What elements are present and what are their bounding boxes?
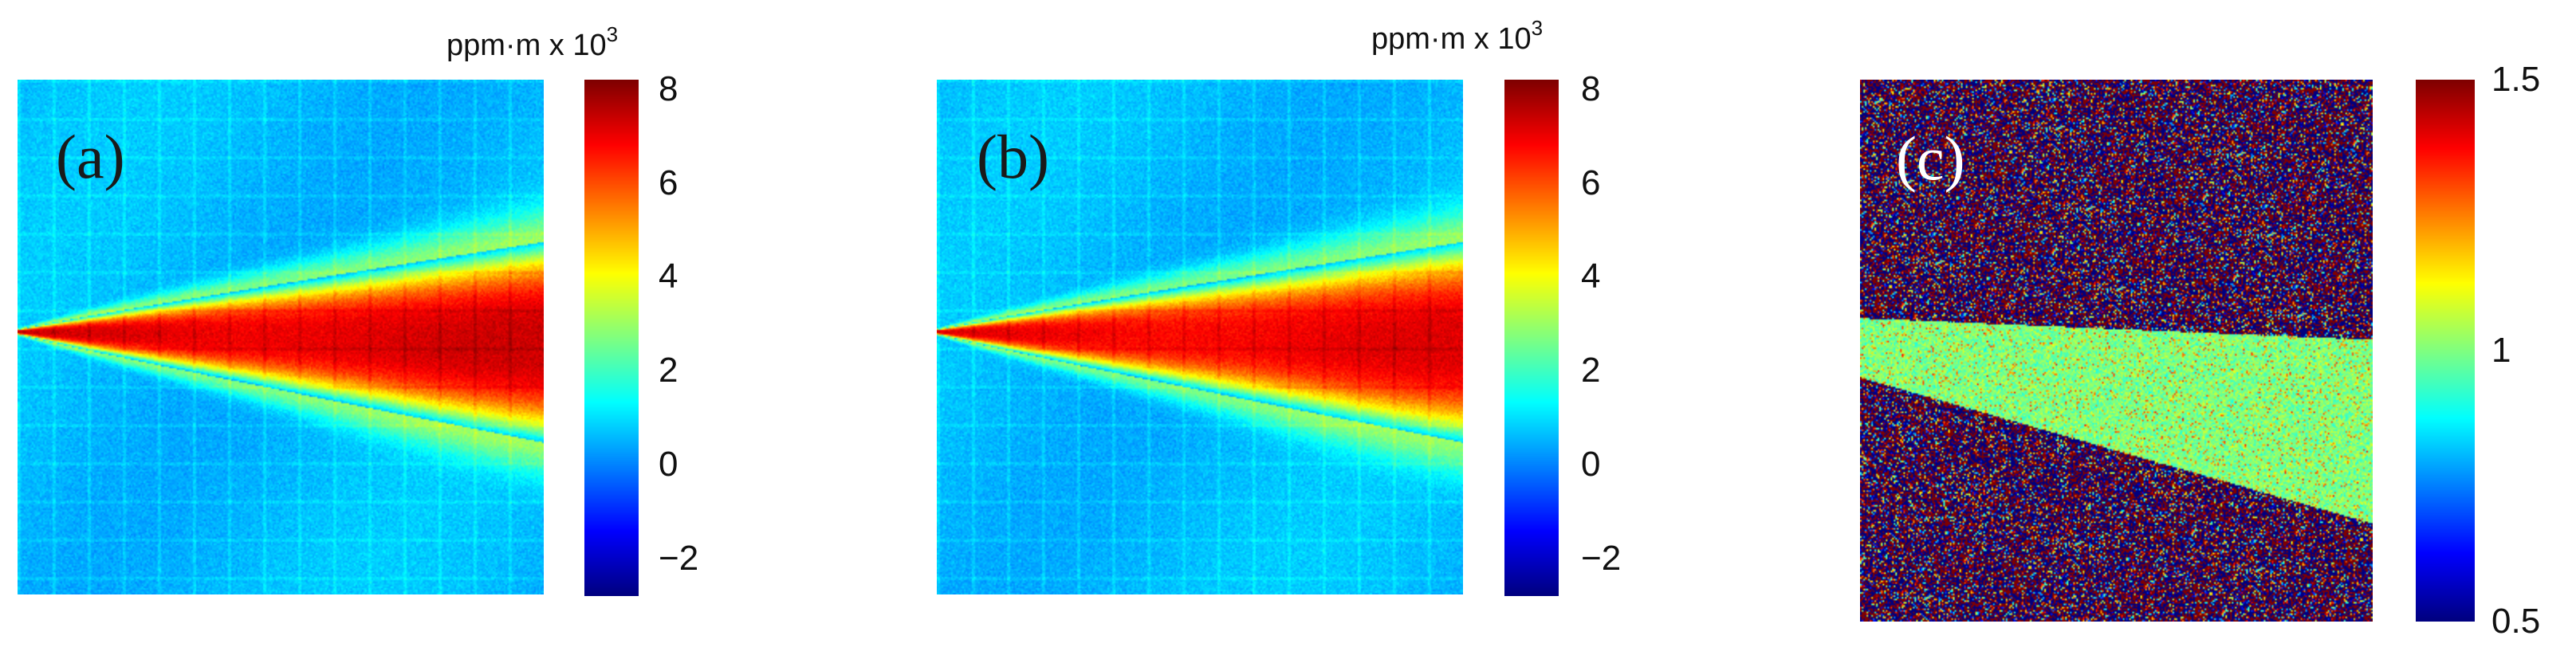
colorbar-tick-label: 8 (659, 69, 678, 108)
colorbar-tick-label: 0.5 (2491, 602, 2541, 641)
panel-label-a: (a) (56, 122, 125, 191)
colorbar-b (1504, 80, 1559, 596)
colorbar-tick-label: 1 (2491, 331, 2511, 370)
colorbar-tick-label: 8 (1581, 69, 1601, 108)
colorbar-tick-label: −2 (659, 538, 699, 578)
colorbar-title-b-text: ppm·m x 10 (1371, 22, 1532, 56)
colorbar-c (2416, 80, 2475, 622)
colorbar-title-b-exponent: 3 (1531, 16, 1544, 40)
colorbar-tick-label: 0 (659, 445, 678, 484)
colorbar-tick-label: 0 (1581, 445, 1601, 484)
heatmap-c (1860, 80, 2373, 622)
colorbar-tick-label: 2 (659, 351, 678, 390)
colorbar-tick-label: 4 (659, 257, 678, 296)
colorbar-a (584, 80, 639, 596)
colorbar-title-a: ppm·m x 103 (446, 24, 618, 62)
colorbar-tick-label: 2 (1581, 351, 1601, 390)
colorbar-title-a-text: ppm·m x 10 (446, 29, 607, 62)
colorbar-tick-label: 1.5 (2491, 60, 2541, 99)
heatmap-a (18, 80, 544, 594)
colorbar-tick-label: −2 (1581, 538, 1622, 578)
panel-label-b: (b) (977, 122, 1049, 191)
colorbar-tick-label: 6 (1581, 163, 1601, 202)
colorbar-title-a-exponent: 3 (606, 22, 619, 46)
colorbar-title-b: ppm·m x 103 (1371, 18, 1543, 56)
colorbar-tick-label: 6 (659, 163, 678, 202)
colorbar-tick-label: 4 (1581, 257, 1601, 296)
heatmap-b (937, 80, 1463, 594)
panel-label-c: (c) (1896, 124, 1965, 193)
